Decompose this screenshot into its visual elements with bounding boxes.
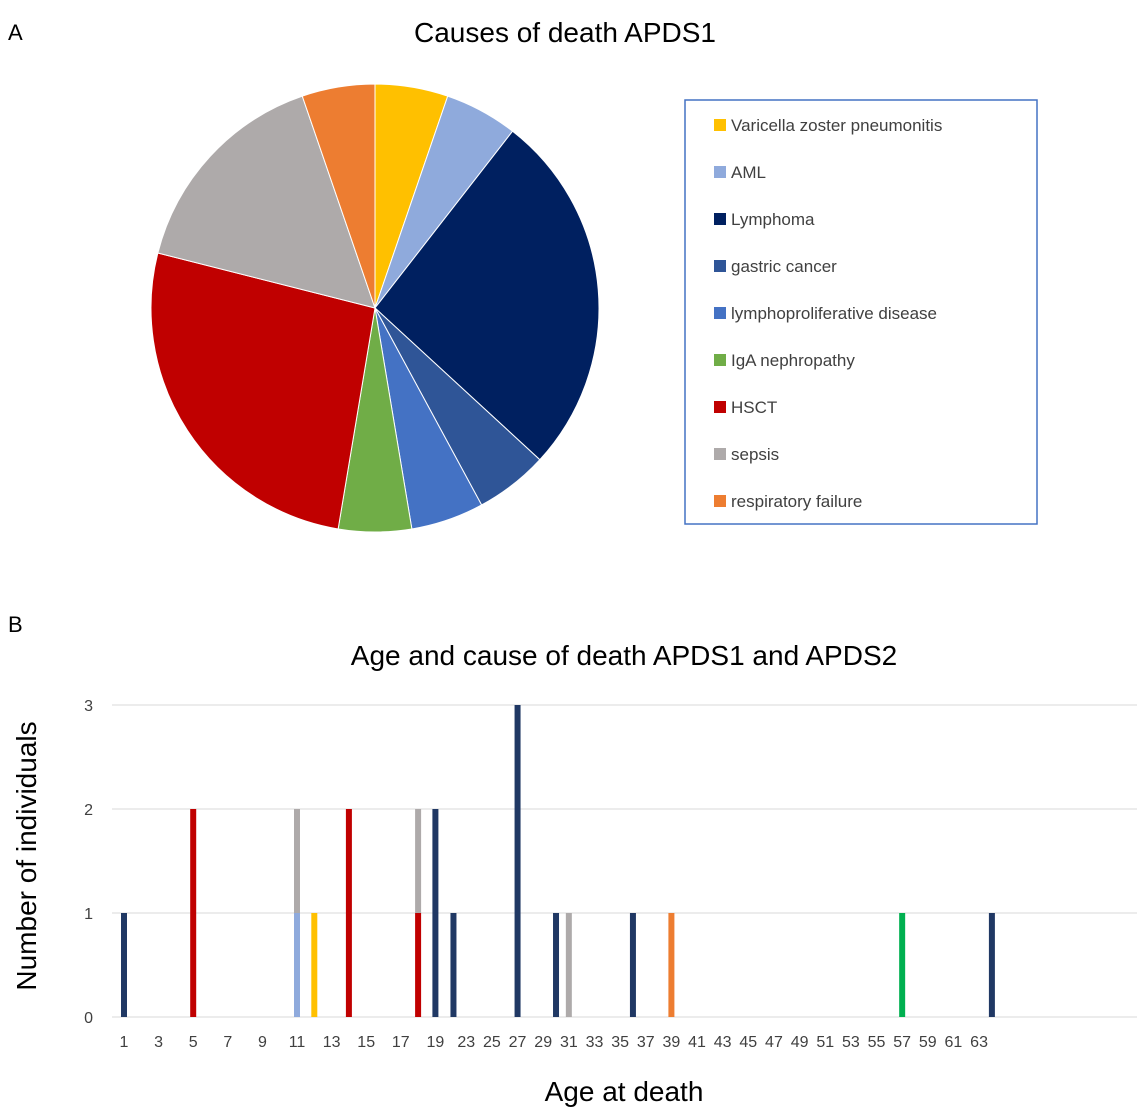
x-tick-13: 29 (534, 1034, 552, 1051)
legend-swatch-6 (714, 401, 726, 413)
x-tick-27: 57 (893, 1034, 911, 1051)
y-tick-3: 3 (84, 698, 93, 715)
y-axis-label: Number of individuals (11, 721, 42, 990)
legend-swatch-4 (714, 307, 726, 319)
legend-swatch-7 (714, 448, 726, 460)
bar-9-segment-0 (553, 913, 560, 1017)
legend-swatch-8 (714, 495, 726, 507)
legend-label-0: Varicella zoster pneumonitis (731, 116, 942, 135)
pie-slice-7 (157, 95, 376, 309)
legend: Varicella zoster pneumonitis AML Lymphoma g… (714, 116, 942, 511)
legend-swatch-2 (714, 213, 726, 225)
legend-swatch-5 (714, 354, 726, 366)
x-tick-25: 53 (842, 1034, 860, 1051)
x-tick-26: 55 (868, 1034, 886, 1051)
legend-swatch-0 (714, 119, 726, 131)
bar-2-segment-0 (294, 913, 300, 1017)
legend-label-7: sepsis (731, 445, 779, 464)
legend-swatch-3 (714, 260, 726, 272)
bar-6-segment-0 (432, 809, 439, 1017)
bar-11-segment-0 (629, 913, 636, 1017)
x-tick-22: 47 (765, 1034, 783, 1051)
x-tick-0: 1 (120, 1034, 129, 1051)
legend-swatch-1 (714, 166, 726, 178)
legend-box (684, 99, 1038, 525)
x-tick-28: 59 (919, 1034, 937, 1051)
x-tick-29: 61 (945, 1034, 963, 1051)
panel-label-a: A (8, 20, 23, 45)
bar-5-segment-0 (415, 913, 422, 1017)
y-tick-1: 1 (84, 906, 93, 923)
legend-label-5: IgA nephropathy (731, 351, 855, 370)
x-tick-17: 37 (637, 1034, 655, 1051)
x-tick-21: 45 (739, 1034, 757, 1051)
legend-label-8: respiratory failure (731, 492, 862, 511)
pie-chart (150, 83, 600, 533)
bar-4-segment-0 (345, 809, 352, 1017)
x-tick-1: 3 (154, 1034, 163, 1051)
x-tick-14: 31 (560, 1034, 578, 1051)
x-axis-label: Age at death (545, 1076, 704, 1107)
x-tick-5: 11 (289, 1034, 306, 1051)
x-tick-9: 19 (427, 1034, 445, 1051)
x-tick-7: 15 (357, 1034, 375, 1051)
x-tick-6: 13 (323, 1034, 341, 1051)
bar-3-segment-0 (311, 913, 318, 1017)
y-tick-2: 2 (84, 802, 93, 819)
x-tick-10: 23 (457, 1034, 475, 1051)
bar-series (121, 705, 995, 1017)
bar-0-segment-0 (121, 913, 127, 1017)
legend-label-2: Lymphoma (731, 210, 815, 229)
x-tick-30: 63 (970, 1034, 988, 1051)
x-tick-8: 17 (392, 1034, 410, 1051)
bar-chart-title: Age and cause of death APDS1 and APDS2 (351, 640, 897, 671)
bar-12-segment-0 (668, 913, 675, 1017)
x-tick-4: 9 (258, 1034, 267, 1051)
x-tick-24: 51 (816, 1034, 834, 1051)
x-tick-16: 35 (611, 1034, 629, 1051)
x-tick-23: 49 (791, 1034, 809, 1051)
bar-7-segment-0 (450, 913, 457, 1017)
bar-1-segment-0 (190, 809, 197, 1017)
x-tick-2: 5 (189, 1034, 198, 1051)
legend-label-6: HSCT (731, 398, 777, 417)
bar-13-segment-0 (899, 913, 906, 1017)
x-tick-20: 43 (714, 1034, 732, 1051)
x-tick-15: 33 (586, 1034, 604, 1051)
bar-5-segment-1 (415, 809, 422, 913)
x-tick-19: 41 (688, 1034, 706, 1051)
pie-slice-2 (374, 130, 600, 461)
x-tick-12: 27 (509, 1034, 527, 1051)
legend-label-3: gastric cancer (731, 257, 837, 276)
panel-label-b: B (8, 612, 23, 637)
bar-2-segment-1 (294, 809, 300, 913)
x-axis-ticks: 1 3 5 7 9 11 13 15 17 19 23 25 27 29 31 33 35 37 39 41 43 45 4… (120, 1034, 989, 1051)
legend-label-4: lymphoproliferative disease (731, 304, 937, 323)
pie-chart-title: Causes of death APDS1 (414, 17, 716, 48)
pie-slice-6 (150, 252, 376, 530)
y-tick-0: 0 (84, 1010, 93, 1027)
x-tick-11: 25 (483, 1034, 501, 1051)
legend-label-1: AML (731, 163, 766, 182)
gridlines (112, 704, 1137, 1018)
x-tick-18: 39 (663, 1034, 681, 1051)
bar-14-segment-0 (988, 913, 995, 1017)
bar-10-segment-0 (565, 913, 572, 1017)
bar-8-segment-0 (514, 705, 521, 1017)
y-axis-ticks: 0 1 2 3 (84, 698, 93, 1027)
pie-slice-8 (301, 83, 376, 309)
x-tick-3: 7 (223, 1034, 232, 1051)
